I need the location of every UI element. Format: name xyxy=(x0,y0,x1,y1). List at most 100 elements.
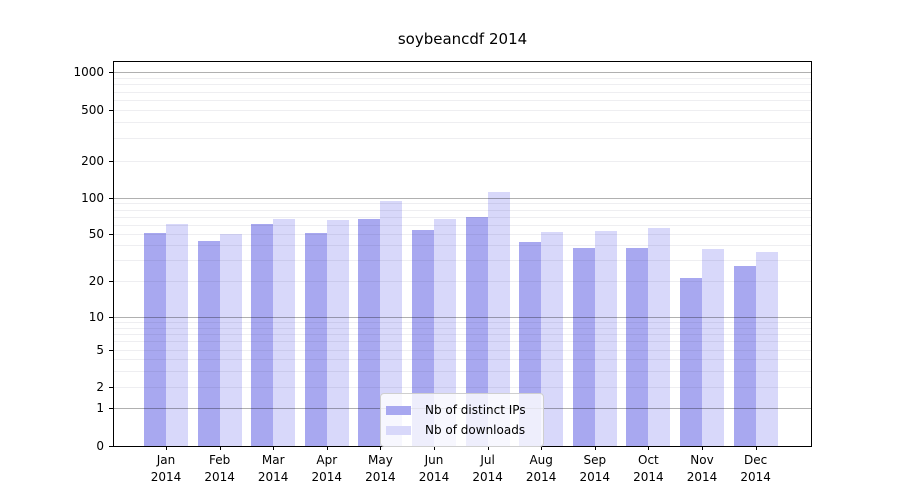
y-tick-mark-5 xyxy=(109,350,113,351)
bar-jul-2014-downloads xyxy=(487,191,510,446)
x-tick-month-text: Aug xyxy=(529,453,553,467)
x-tick-year-text: 2014 xyxy=(204,470,235,484)
x-tick-year-text: 2014 xyxy=(686,470,718,484)
y-tick-mark-0 xyxy=(109,446,113,447)
bar-jan-2014-downloads xyxy=(166,223,188,446)
y-tick-label-50: 50 xyxy=(88,227,104,242)
x-tick-label-jun: Jun 2014 xyxy=(404,452,464,486)
x-tick-label-may: May 2014 xyxy=(350,452,410,486)
bar-sep-2014-distinct-ips xyxy=(572,248,595,446)
x-tick-label-feb: Feb 2014 xyxy=(190,452,250,486)
bar-apr-2014-downloads xyxy=(326,219,349,446)
x-tick-month-text: Dec xyxy=(743,453,768,467)
y-tick-mark-200 xyxy=(109,161,113,163)
y-tick-mark-10 xyxy=(109,316,113,318)
y-tick-label-1: 1 xyxy=(96,400,104,415)
x-tick-label-jul: Jul 2014 xyxy=(458,452,518,486)
bar-may-2014-distinct-ips xyxy=(358,218,381,446)
x-tick-mark-jan xyxy=(166,446,167,450)
x-tick-year-text: 2014 xyxy=(633,470,664,484)
bar-apr-2014-distinct-ips xyxy=(304,233,327,446)
x-tick-year-text: 2014 xyxy=(150,470,182,484)
x-tick-year-text: 2014 xyxy=(472,470,503,484)
y-tick-label-500: 500 xyxy=(81,103,104,117)
x-tick-month-text: Mar xyxy=(261,453,285,467)
x-tick-month-text: Jul xyxy=(480,453,495,467)
x-tick-mark-may xyxy=(380,446,382,450)
bar-nov-2014-downloads xyxy=(702,249,724,446)
x-tick-month-text: Feb xyxy=(208,453,231,467)
y-tick-label-5: 5 xyxy=(96,343,104,357)
x-tick-label-aug: Aug 2014 xyxy=(511,452,571,486)
legend: Nb of distinct IPs Nb of downloads xyxy=(380,393,544,447)
x-tick-mark-mar xyxy=(273,446,275,450)
bar-oct-2014-downloads xyxy=(648,228,671,446)
x-tick-label-mar: Mar 2014 xyxy=(243,452,303,486)
x-tick-year-text: 2014 xyxy=(311,470,343,484)
chart-title: soybeancdf 2014 xyxy=(397,30,528,48)
legend-entry-downloads: Nb of downloads xyxy=(386,420,535,440)
bar-aug-2014-downloads xyxy=(541,231,564,446)
bar-jul-2014-distinct-ips xyxy=(465,216,488,446)
x-tick-month-text: Jan xyxy=(156,453,176,467)
bars-layer xyxy=(114,62,811,446)
x-tick-year-text: 2014 xyxy=(418,470,450,484)
x-tick-mark-oct xyxy=(648,446,650,450)
x-tick-label-jan: Jan 2014 xyxy=(136,452,196,486)
bar-jun-2014-downloads xyxy=(434,218,456,446)
y-tick-mark-2 xyxy=(109,386,113,388)
y-tick-mark-500 xyxy=(109,110,113,111)
x-tick-mark-nov xyxy=(702,446,703,450)
y-tick-mark-1 xyxy=(109,407,113,409)
x-tick-month-text: Nov xyxy=(690,453,714,467)
x-tick-year-text: 2014 xyxy=(579,470,611,484)
bar-jun-2014-distinct-ips xyxy=(412,230,434,446)
y-tick-label-10: 10 xyxy=(88,309,104,324)
bar-dec-2014-distinct-ips xyxy=(733,265,756,446)
x-tick-mark-sep xyxy=(594,446,596,450)
bar-oct-2014-distinct-ips xyxy=(626,248,649,446)
y-tick-label-200: 200 xyxy=(81,154,104,169)
x-tick-month-text: Jun xyxy=(424,453,444,467)
x-tick-month-text: Oct xyxy=(638,453,659,467)
y-tick-label-20: 20 xyxy=(88,273,104,288)
y-tick-label-2: 2 xyxy=(96,379,104,394)
legend-label-downloads: Nb of downloads xyxy=(425,423,526,437)
bar-dec-2014-downloads xyxy=(755,252,778,446)
y-tick-label-100: 100 xyxy=(81,190,104,205)
x-tick-label-nov: Nov 2014 xyxy=(672,452,732,486)
legend-swatch-downloads xyxy=(386,425,411,435)
x-tick-year-text: 2014 xyxy=(525,470,557,484)
x-tick-label-apr: Apr 2014 xyxy=(297,452,357,486)
y-tick-mark-50 xyxy=(109,234,113,236)
bar-nov-2014-distinct-ips xyxy=(680,278,702,446)
x-tick-mark-apr xyxy=(326,446,328,450)
x-tick-mark-dec xyxy=(755,446,757,450)
x-tick-label-dec: Dec 2014 xyxy=(726,452,786,486)
plot-area: 1000 500 200 100 50 20 10 5 2 1 0 Jan 2014 Feb 2014 Mar… xyxy=(73,61,812,484)
bar-feb-2014-distinct-ips xyxy=(197,240,220,446)
x-tick-month-text: Sep xyxy=(583,453,607,467)
x-tick-year-text: 2014 xyxy=(740,470,771,484)
y-tick-mark-1000 xyxy=(109,71,113,73)
y-tick-mark-100 xyxy=(109,197,113,199)
legend-entry-distinct-ips: Nb of distinct IPs xyxy=(386,400,535,420)
x-tick-mark-feb xyxy=(219,446,221,450)
bar-feb-2014-downloads xyxy=(219,234,242,446)
x-tick-month-text: Apr xyxy=(316,453,338,467)
bar-mar-2014-downloads xyxy=(273,218,296,446)
bar-jan-2014-distinct-ips xyxy=(144,233,166,446)
x-tick-label-oct: Oct 2014 xyxy=(618,452,678,486)
x-tick-label-sep: Sep 2014 xyxy=(565,452,625,486)
legend-swatch-distinct-ips xyxy=(386,405,411,415)
bar-mar-2014-distinct-ips xyxy=(251,223,274,446)
y-tick-label-0: 0 xyxy=(96,439,104,453)
legend-label-distinct-ips: Nb of distinct IPs xyxy=(425,403,526,417)
x-tick-month-text: May xyxy=(367,453,393,467)
y-tick-mark-20 xyxy=(109,280,113,282)
x-tick-year-text: 2014 xyxy=(365,470,396,484)
x-tick-year-text: 2014 xyxy=(257,470,289,484)
bar-may-2014-downloads xyxy=(380,200,403,446)
bar-sep-2014-downloads xyxy=(594,230,617,446)
